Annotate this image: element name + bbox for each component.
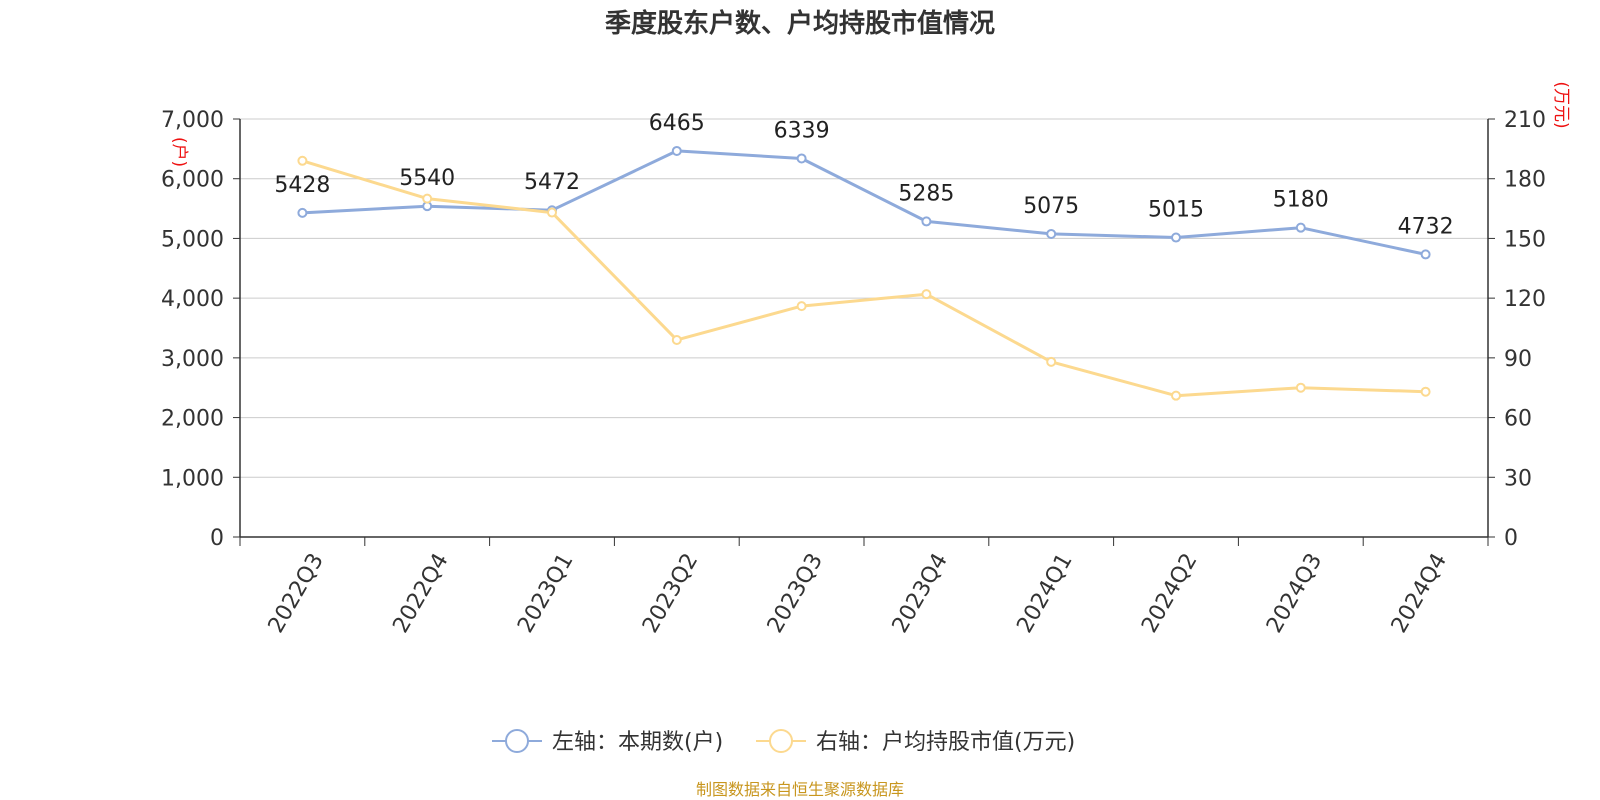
data-point-right[interactable] — [1420, 386, 1431, 397]
right-axis-tick-label: 120 — [1504, 287, 1546, 312]
data-point-right[interactable] — [422, 193, 433, 204]
data-point-left[interactable] — [671, 145, 682, 156]
left-axis-unit: (户) — [169, 137, 189, 167]
data-point-left[interactable] — [796, 153, 807, 164]
right-axis-tick-label: 150 — [1504, 227, 1546, 252]
axes: 0 0 1,000 30 2,000 60 3,000 90 4,000 120 5,000 150 6… — [161, 108, 1546, 637]
legend-label-left: 左轴：本期数(户) — [552, 730, 723, 755]
right-axis-tick-label: 60 — [1504, 407, 1532, 432]
right-axis-tick-label: 90 — [1504, 347, 1532, 372]
data-label: 5015 — [1148, 198, 1204, 223]
x-axis-tick-label: 2023Q2 — [638, 549, 703, 637]
series-line-right — [300, 159, 1428, 398]
left-axis-tick-label: 2,000 — [161, 407, 224, 432]
left-axis-tick-label: 4,000 — [161, 287, 224, 312]
legend-label-right: 右轴：户均持股市值(万元) — [816, 730, 1075, 755]
data-point-right[interactable] — [1295, 382, 1306, 393]
data-point-right[interactable] — [1171, 390, 1181, 401]
data-label: 6465 — [649, 111, 705, 136]
data-point-right[interactable] — [921, 289, 932, 300]
data-label: 5075 — [1023, 194, 1079, 219]
legend-item-right[interactable]: 右轴：户均持股市值(万元) — [756, 729, 1075, 755]
left-axis-tick-label: 3,000 — [161, 347, 224, 372]
data-point-right[interactable] — [297, 155, 308, 166]
data-point-right[interactable] — [671, 334, 682, 345]
data-point-left[interactable] — [297, 207, 308, 218]
x-axis-tick-label: 2023Q1 — [513, 549, 578, 637]
data-label: 5472 — [524, 170, 580, 195]
data-point-right[interactable] — [1046, 356, 1057, 367]
x-axis-tick-label: 2023Q3 — [763, 549, 828, 637]
data-label: 5540 — [399, 166, 455, 191]
right-axis-tick-label: 0 — [1504, 526, 1518, 551]
series-line-left — [300, 149, 1428, 256]
data-point-left[interactable] — [1046, 228, 1057, 239]
gridlines — [240, 118, 1488, 478]
left-axis-tick-label: 5,000 — [161, 227, 224, 252]
legend-swatch-circle-right — [769, 729, 793, 753]
right-axis-tick-label: 30 — [1504, 466, 1532, 491]
data-label: 6339 — [774, 118, 830, 143]
data-label: 5428 — [274, 173, 330, 198]
data-point-left[interactable] — [1295, 222, 1306, 233]
x-axis-tick-label: 2024Q2 — [1137, 549, 1202, 637]
x-axis-tick-label: 2022Q3 — [264, 549, 329, 637]
data-point-right[interactable] — [796, 301, 807, 312]
left-axis-tick-label: 6,000 — [161, 168, 224, 193]
legend-item-left[interactable]: 左轴：本期数(户) — [492, 729, 723, 755]
left-axis-tick-label: 7,000 — [161, 108, 224, 133]
legend[interactable]: 左轴：本期数(户) 右轴：户均持股市值(万元) — [492, 729, 1075, 755]
legend-swatch-circle-left — [505, 729, 529, 753]
source-note: 制图数据来自恒生聚源数据库 — [696, 780, 904, 799]
series-group: 5428 5540 5472 6465 6339 5285 5075 5015 5180 4732 — [274, 111, 1454, 401]
right-axis-tick-label: 210 — [1504, 108, 1546, 133]
x-axis-tick-label: 2023Q4 — [888, 549, 953, 637]
x-axis-tick-label: 2024Q1 — [1012, 549, 1077, 637]
data-point-left[interactable] — [1420, 249, 1431, 260]
right-axis-tick-label: 180 — [1504, 168, 1546, 193]
left-axis-tick-label: 1,000 — [161, 466, 224, 491]
data-label: 5180 — [1273, 188, 1329, 213]
x-axis-tick-label: 2022Q4 — [388, 549, 453, 637]
right-axis-unit: (万元) — [1551, 81, 1571, 128]
x-axis-tick-label: 2024Q4 — [1387, 549, 1452, 637]
data-point-left[interactable] — [921, 216, 932, 227]
data-label: 4732 — [1398, 214, 1454, 239]
x-axis-tick-label: 2024Q3 — [1262, 549, 1327, 637]
data-label: 5285 — [898, 181, 954, 206]
chart-title: 季度股东户数、户均持股市值情况 — [605, 8, 995, 39]
data-point-left[interactable] — [1171, 232, 1181, 243]
left-axis-tick-label: 0 — [210, 526, 224, 551]
data-point-right[interactable] — [547, 207, 557, 218]
